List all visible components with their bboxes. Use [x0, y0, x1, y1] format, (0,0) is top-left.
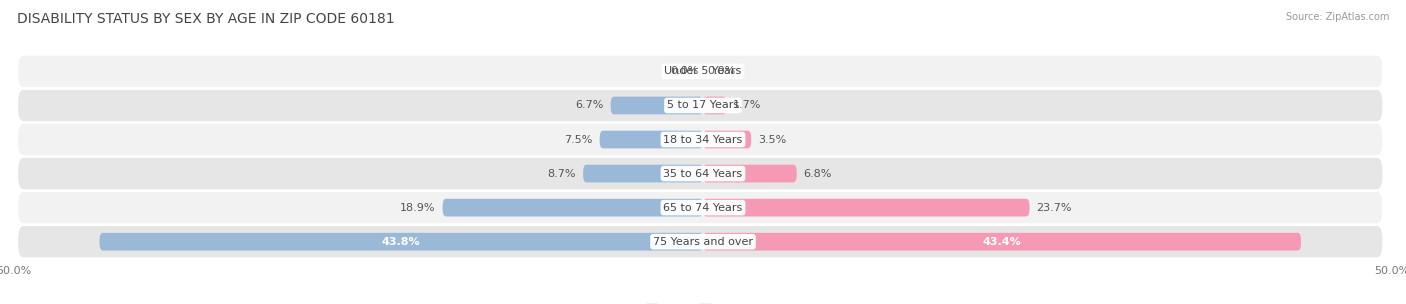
Legend: Male, Female: Male, Female [641, 299, 765, 304]
Text: DISABILITY STATUS BY SEX BY AGE IN ZIP CODE 60181: DISABILITY STATUS BY SEX BY AGE IN ZIP C… [17, 12, 395, 26]
Text: 6.8%: 6.8% [804, 169, 832, 178]
FancyBboxPatch shape [100, 233, 703, 250]
Text: 35 to 64 Years: 35 to 64 Years [664, 169, 742, 178]
Text: Source: ZipAtlas.com: Source: ZipAtlas.com [1285, 12, 1389, 22]
Text: 8.7%: 8.7% [548, 169, 576, 178]
FancyBboxPatch shape [18, 124, 1382, 155]
Text: 6.7%: 6.7% [575, 101, 603, 110]
FancyBboxPatch shape [18, 192, 1382, 223]
FancyBboxPatch shape [443, 199, 703, 216]
Text: Under 5 Years: Under 5 Years [665, 67, 741, 76]
Text: 18 to 34 Years: 18 to 34 Years [664, 135, 742, 144]
FancyBboxPatch shape [18, 226, 1382, 257]
FancyBboxPatch shape [703, 233, 1301, 250]
Text: 43.8%: 43.8% [382, 237, 420, 247]
Text: 7.5%: 7.5% [564, 135, 593, 144]
FancyBboxPatch shape [18, 56, 1382, 87]
FancyBboxPatch shape [18, 90, 1382, 121]
FancyBboxPatch shape [583, 165, 703, 182]
Text: 0.0%: 0.0% [671, 67, 699, 76]
FancyBboxPatch shape [703, 199, 1029, 216]
Text: 43.4%: 43.4% [983, 237, 1021, 247]
Text: 75 Years and over: 75 Years and over [652, 237, 754, 247]
FancyBboxPatch shape [599, 131, 703, 148]
FancyBboxPatch shape [18, 158, 1382, 189]
Text: 23.7%: 23.7% [1036, 203, 1071, 212]
Text: 1.7%: 1.7% [734, 101, 762, 110]
FancyBboxPatch shape [610, 97, 703, 114]
FancyBboxPatch shape [703, 131, 751, 148]
FancyBboxPatch shape [703, 165, 797, 182]
FancyBboxPatch shape [703, 97, 727, 114]
Text: 65 to 74 Years: 65 to 74 Years [664, 203, 742, 212]
Text: 0.0%: 0.0% [707, 67, 735, 76]
Text: 5 to 17 Years: 5 to 17 Years [666, 101, 740, 110]
Text: 18.9%: 18.9% [401, 203, 436, 212]
Text: 3.5%: 3.5% [758, 135, 786, 144]
